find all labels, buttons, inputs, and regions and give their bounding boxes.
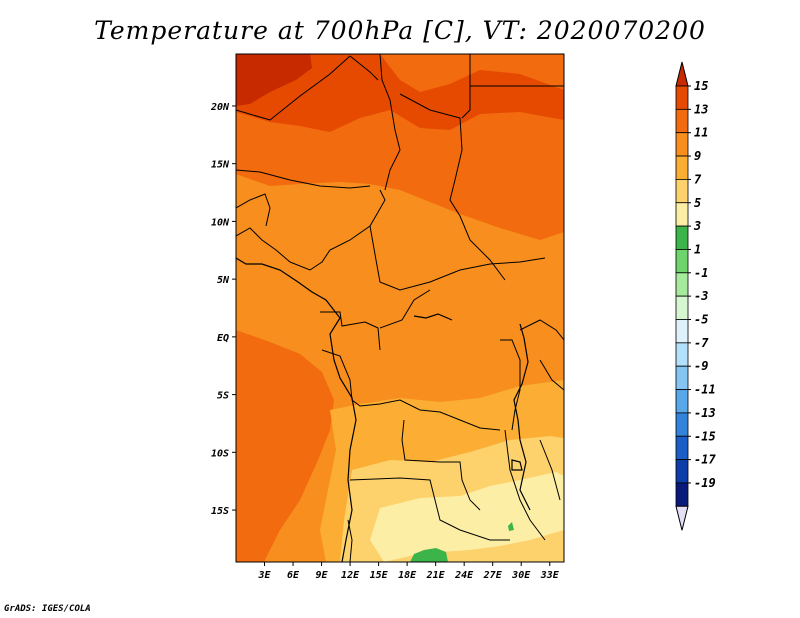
x-tick-label: 27E	[483, 570, 503, 581]
y-tick-label: 15S	[211, 506, 229, 517]
colorbar-label: 5	[694, 196, 701, 210]
colorbar-segment	[675, 365, 689, 390]
colorbar-segment	[675, 482, 689, 507]
x-tick-label: 24E	[454, 570, 474, 581]
y-axis: 20N 15N 10N 5N EQ 5S 10S 15S	[210, 102, 236, 517]
colorbar-segment	[675, 108, 689, 134]
x-tick-label: 15E	[370, 570, 389, 581]
colorbar-label: 15	[694, 79, 708, 93]
colorbar-label: 11	[694, 126, 708, 140]
x-tick-label: 21E	[426, 570, 446, 581]
field-band-max	[236, 54, 312, 106]
field-band-1-3	[410, 548, 448, 562]
y-tick-label: 5N	[217, 275, 230, 286]
colorbar-label: 9	[694, 149, 701, 163]
colorbar-label: 1	[694, 242, 701, 256]
y-tick-label: 20N	[210, 102, 230, 113]
colorbar: 15 13 11 9 7 5 3 1 -1 -3 -5 -7 -9 -11 -13 -15 -17 -19	[675, 61, 716, 531]
x-tick-label: 9E	[316, 570, 329, 581]
colorbar-label: -1	[694, 266, 708, 280]
colorbar-segment	[675, 225, 689, 250]
colorbar-segment	[675, 319, 689, 344]
colorbar-label: -9	[694, 359, 708, 373]
y-tick-label: 15N	[211, 160, 230, 171]
colorbar-bottom-triangle	[675, 505, 689, 531]
colorbar-label: 13	[694, 102, 708, 116]
colorbar-label: -15	[694, 429, 716, 443]
colorbar-label: -3	[694, 289, 708, 303]
colorbar-segment	[675, 389, 689, 414]
colorbar-segment	[675, 132, 689, 157]
x-tick-label: 12E	[341, 570, 360, 581]
colorbar-label: 7	[694, 172, 702, 186]
colorbar-segment	[675, 342, 689, 367]
colorbar-segment	[675, 249, 689, 274]
colorbar-segment	[675, 295, 689, 320]
x-tick-label: 6E	[287, 570, 300, 581]
credit-label: GrADS: IGES/COLA	[4, 604, 91, 614]
colorbar-segment	[675, 85, 689, 110]
colorbar-label: -7	[694, 336, 709, 350]
colorbar-segment	[675, 435, 689, 461]
y-tick-label: 5S	[217, 391, 229, 402]
x-tick-label: 18E	[398, 570, 417, 581]
colorbar-segment	[675, 459, 689, 484]
colorbar-label: -5	[694, 313, 708, 327]
y-tick-label: 10S	[211, 448, 229, 459]
field-band-1-3-small	[508, 522, 514, 531]
colorbar-label: -19	[694, 476, 716, 490]
colorbar-segment	[675, 272, 689, 297]
field-band-13-15	[236, 54, 564, 132]
colorbar-segment	[675, 178, 689, 204]
map-frame	[235, 53, 565, 563]
field-band-3-5	[370, 472, 564, 562]
chart-title: Temperature at 700hPa [C], VT: 202007020…	[94, 16, 706, 45]
country-boundaries	[236, 54, 564, 562]
coastline	[236, 257, 531, 562]
colorbar-label: -17	[694, 453, 716, 467]
x-tick-label: 30E	[511, 570, 531, 581]
colorbar-segment	[675, 155, 689, 180]
y-tick-label: 10N	[211, 217, 230, 228]
colorbar-segment	[675, 412, 689, 437]
field-band-west	[236, 330, 334, 562]
colorbar-segment	[675, 202, 689, 227]
x-axis: 3E 6E 9E 12E 15E 18E 21E 24E 27E 30E 33E	[257, 562, 560, 581]
y-tick-label: EQ	[217, 333, 229, 344]
x-tick-label: 33E	[540, 570, 560, 581]
x-tick-label: 3E	[257, 570, 271, 581]
colorbar-top-triangle	[675, 61, 689, 87]
temperature-field	[236, 54, 564, 562]
colorbar-label: 3	[693, 219, 701, 233]
colorbar-label: -11	[694, 383, 716, 397]
colorbar-label: -13	[694, 406, 716, 420]
